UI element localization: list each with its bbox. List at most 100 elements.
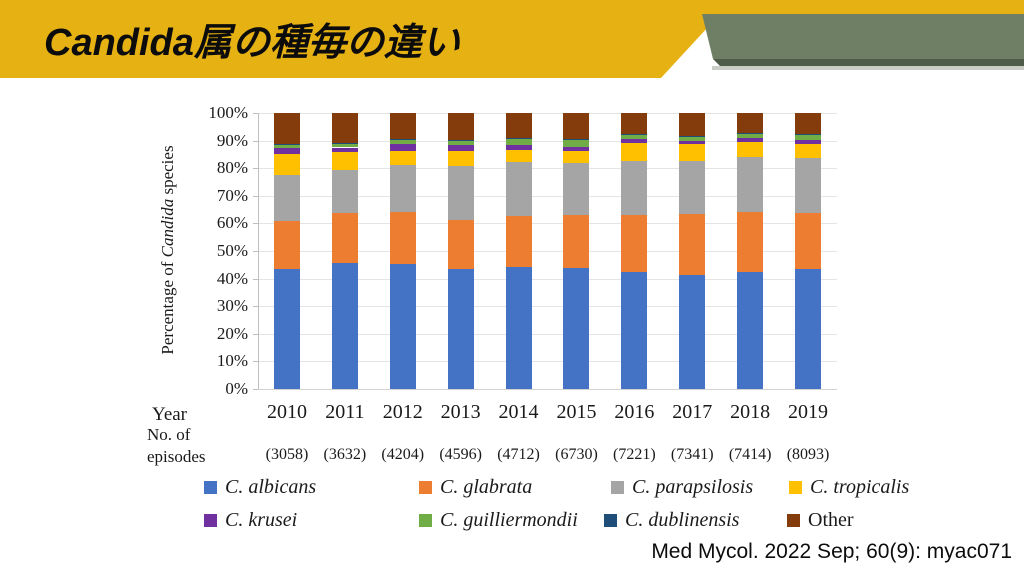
bar-segment-2013 bbox=[447, 140, 474, 145]
bar-segment-2012 bbox=[389, 164, 416, 213]
header-accent-bar bbox=[702, 14, 1024, 59]
bar-segment-2017 bbox=[679, 135, 706, 137]
bar-segment-2018 bbox=[737, 113, 764, 133]
episodes-row-label: No. of episodes bbox=[147, 425, 206, 467]
episode-count: (7221) bbox=[613, 446, 656, 463]
bar-segment-2019 bbox=[795, 134, 822, 141]
year-label: 2015 bbox=[556, 401, 597, 423]
bar-segment-2011 bbox=[331, 263, 358, 389]
axis-tick bbox=[253, 278, 258, 280]
episode-count: (3632) bbox=[323, 446, 367, 463]
y-axis-title: Percentage of Candida species bbox=[158, 145, 178, 354]
gridline bbox=[258, 389, 837, 390]
bar-segment-2013 bbox=[447, 151, 474, 166]
legend-label: C. guilliermondii bbox=[440, 509, 578, 531]
year-label: 2010 bbox=[266, 401, 307, 423]
bar-segment-2015 bbox=[563, 267, 590, 389]
episode-count: (8093) bbox=[786, 446, 830, 463]
bar-segment-2015 bbox=[563, 151, 590, 164]
y-tick-label: 90% bbox=[216, 130, 248, 150]
bar-segment-2014 bbox=[505, 138, 532, 146]
bar-segment-2017 bbox=[679, 140, 706, 145]
bar-segment-2015 bbox=[563, 214, 590, 268]
axis-tick bbox=[253, 168, 258, 170]
bar-segment-2013 bbox=[447, 269, 474, 389]
legend-item: C. krusei bbox=[204, 509, 419, 532]
bar-segment-2014 bbox=[505, 137, 532, 139]
bar-segment-2016 bbox=[621, 271, 648, 389]
bar-segment-2015 bbox=[563, 113, 590, 140]
bar-segment-2019 bbox=[795, 268, 822, 389]
bar-segment-2010 bbox=[273, 174, 300, 222]
bar-segment-2018 bbox=[737, 212, 764, 272]
bar-segment-2012 bbox=[389, 264, 416, 389]
y-tick-label: 40% bbox=[216, 268, 248, 288]
episode-count: (4712) bbox=[497, 446, 540, 463]
y-axis-title-part: Candida bbox=[158, 198, 177, 258]
bar-segment-2016 bbox=[621, 161, 648, 215]
legend-swatch bbox=[204, 481, 217, 494]
legend-item: C. parapsilosis bbox=[611, 476, 789, 499]
bar-segment-2016 bbox=[621, 113, 648, 134]
episode-count: (4204) bbox=[381, 446, 425, 463]
bar-segment-2015 bbox=[563, 139, 590, 141]
gridline bbox=[258, 168, 837, 170]
bar-segment-2015 bbox=[563, 140, 590, 147]
bar-segment-2013 bbox=[447, 165, 474, 220]
bar-segment-2019 bbox=[795, 113, 822, 134]
bar-segment-2013 bbox=[447, 145, 474, 152]
bar-segment-2012 bbox=[389, 212, 416, 265]
legend-swatch bbox=[789, 481, 802, 494]
legend-label: C. albicans bbox=[225, 476, 317, 498]
bar-segment-2016 bbox=[621, 133, 648, 136]
legend-item: C. glabrata bbox=[419, 476, 611, 499]
bar-segment-2010 bbox=[273, 154, 300, 175]
bar-segment-2016 bbox=[621, 214, 648, 272]
y-tick-label: 100% bbox=[208, 103, 248, 122]
episode-count: (6730) bbox=[555, 446, 598, 463]
bar-segment-2012 bbox=[389, 144, 416, 151]
legend-item: C. guilliermondii bbox=[419, 509, 604, 532]
legend-item: C. tropicalis bbox=[789, 476, 909, 499]
year-label: 2018 bbox=[730, 401, 771, 423]
legend-row: C. krusei C. guilliermondii C. dublinensis… bbox=[204, 509, 907, 532]
legend-label: C. tropicalis bbox=[810, 476, 910, 498]
bar-segment-2011 bbox=[331, 213, 358, 264]
bar-segment-2011 bbox=[331, 143, 358, 144]
bar-segment-2010 bbox=[273, 268, 300, 389]
y-tick-label: 80% bbox=[216, 158, 248, 178]
bar-segment-2014 bbox=[505, 162, 532, 217]
year-label: 2016 bbox=[614, 401, 655, 423]
episode-count: (3058) bbox=[265, 446, 309, 463]
bar-segment-2017 bbox=[679, 275, 706, 389]
bar-segment-2012 bbox=[389, 140, 416, 145]
y-tick-label: 50% bbox=[216, 241, 248, 260]
y-tick-label: 0% bbox=[225, 379, 248, 398]
bar-segment-2011 bbox=[331, 169, 358, 214]
bar-segment-2010 bbox=[273, 144, 300, 149]
legend-item: C. albicans bbox=[204, 476, 419, 499]
gridline bbox=[258, 140, 837, 142]
legend-swatch bbox=[204, 514, 217, 527]
bar-segment-2017 bbox=[679, 213, 706, 276]
bar-segment-2011 bbox=[331, 152, 358, 170]
slide-title: Candida属の種毎の違い bbox=[44, 22, 460, 64]
year-label: 2017 bbox=[672, 401, 713, 423]
bar-segment-2016 bbox=[621, 135, 648, 140]
legend-item: Other bbox=[787, 509, 907, 532]
bar-segment-2014 bbox=[505, 113, 532, 138]
bar-segment-2010 bbox=[273, 148, 300, 155]
bar-segment-2016 bbox=[621, 143, 648, 162]
y-tick-label: 70% bbox=[216, 185, 248, 205]
episode-count: (7414) bbox=[728, 446, 772, 463]
axis-tick bbox=[253, 306, 258, 308]
bar-segment-2019 bbox=[795, 144, 822, 158]
bar-segment-2012 bbox=[389, 139, 416, 141]
legend-swatch bbox=[419, 481, 432, 494]
gridline bbox=[258, 278, 837, 280]
axis-tick bbox=[253, 223, 258, 225]
bar-segment-2018 bbox=[737, 133, 764, 138]
gridline bbox=[258, 195, 837, 197]
bar-segment-2015 bbox=[563, 146, 590, 152]
